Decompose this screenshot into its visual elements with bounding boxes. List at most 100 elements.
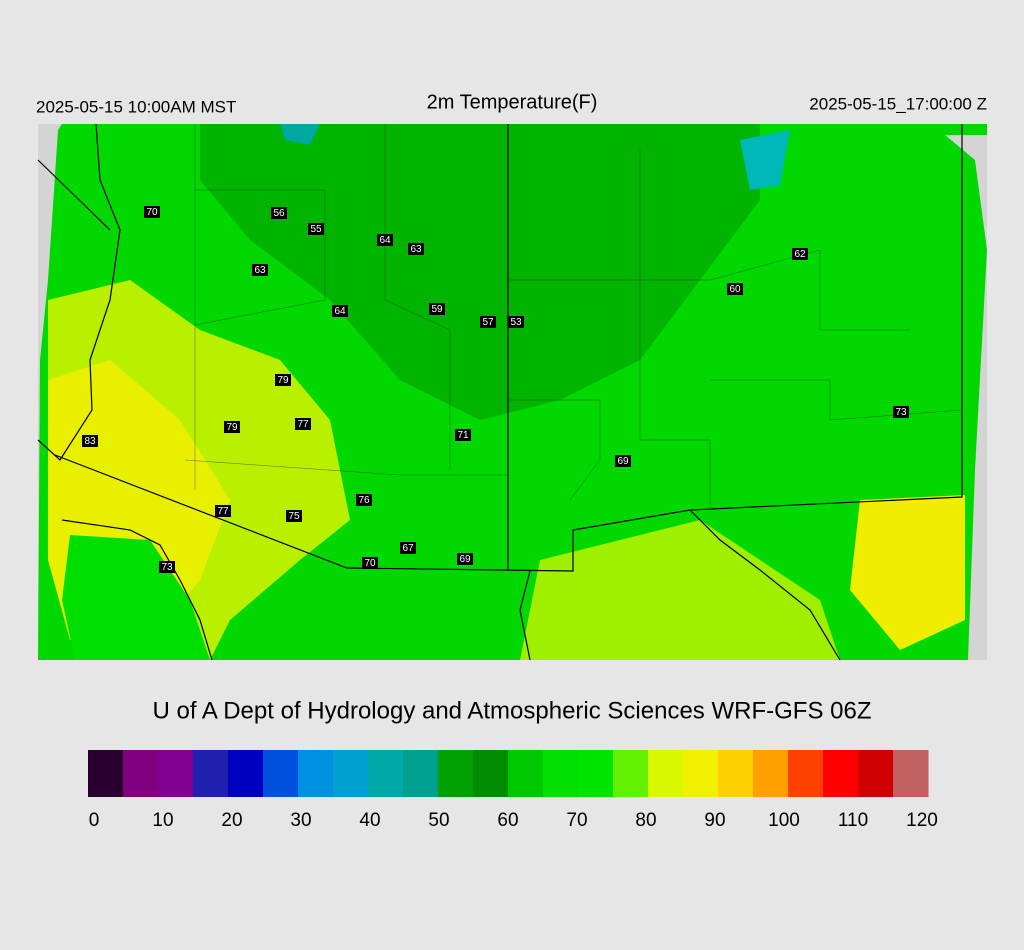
- colorbar-segment: [683, 750, 719, 797]
- state-border: [37, 123, 121, 461]
- station-box: [271, 207, 287, 219]
- county-line: [194, 189, 326, 326]
- colorbar-segment: [648, 750, 684, 797]
- station-box: [82, 435, 98, 447]
- station-value: 62: [794, 249, 806, 260]
- cold-spot: [280, 124, 320, 145]
- station-box: [159, 561, 175, 573]
- station-value: 73: [895, 407, 907, 418]
- station-box: [252, 264, 268, 276]
- station-value: 69: [617, 456, 629, 467]
- station-value: 70: [364, 558, 376, 569]
- state-border: [37, 159, 111, 231]
- station-box: [615, 455, 631, 467]
- colorbar-segment: [718, 750, 754, 797]
- station-value: 83: [84, 436, 96, 447]
- station-box: [480, 316, 496, 328]
- colorbar-segment: [543, 750, 579, 797]
- station-value: 77: [217, 506, 229, 517]
- colorbar-segment: [473, 750, 509, 797]
- colorbar-segment: [403, 750, 439, 797]
- station-box: [308, 223, 324, 235]
- station-box: [792, 248, 808, 260]
- station-value: 73: [161, 562, 173, 573]
- station-value: 57: [482, 317, 494, 328]
- station-value: 64: [334, 306, 346, 317]
- county-line: [508, 399, 601, 501]
- colorbar-segment: [788, 750, 824, 797]
- river: [689, 509, 841, 661]
- station-labels: 70 56 55 64 63 63 64 59 57 53 62 60 79 79 77 71 83 69 73 76…: [82, 206, 909, 573]
- colorbar-tick-label: 80: [635, 810, 656, 831]
- station-box: [356, 494, 372, 506]
- colorbar-tick-label: 30: [290, 810, 311, 831]
- station-box: [893, 406, 909, 418]
- station-value: 70: [146, 207, 158, 218]
- colorbar-tick-label: 20: [221, 810, 242, 831]
- colorbar-tick-label: 90: [704, 810, 725, 831]
- station-value: 67: [402, 543, 414, 554]
- station-box: [295, 418, 311, 430]
- colorbar-segment: [613, 750, 649, 797]
- station-box: [400, 542, 416, 554]
- colorbar-segment: [858, 750, 894, 797]
- station-value: 75: [288, 511, 300, 522]
- river: [519, 570, 531, 661]
- colorbar-segment: [123, 750, 159, 797]
- station-box: [727, 283, 743, 295]
- station-value: 79: [226, 422, 238, 433]
- county-line: [184, 459, 508, 476]
- station-box: [144, 206, 160, 218]
- station-value: 63: [254, 265, 266, 276]
- colorbar-segment: [578, 750, 614, 797]
- valid-time: 2025-05-15_17:00:00 Z: [809, 94, 987, 113]
- station-value: 63: [410, 244, 422, 255]
- station-box: [455, 429, 471, 441]
- colorbar-segment: [368, 750, 404, 797]
- title: 2m Temperature(F): [427, 91, 598, 113]
- colorbar-segment: [333, 750, 369, 797]
- colorbar-segment: [438, 750, 474, 797]
- colorbar-tick-label: 40: [359, 810, 380, 831]
- station-box: [429, 303, 445, 315]
- station-value: 64: [379, 235, 391, 246]
- colorbar-tick-label: 50: [428, 810, 449, 831]
- station-box: [224, 421, 240, 433]
- station-box: [286, 510, 302, 522]
- county-line: [384, 124, 451, 470]
- colorbar-segment: [893, 750, 929, 797]
- colorbar-segment: [298, 750, 334, 797]
- hot-zone-east: [850, 495, 965, 650]
- station-value: 60: [729, 284, 741, 295]
- county-line: [639, 150, 711, 510]
- station-box: [332, 305, 348, 317]
- cool-zone: [200, 124, 760, 420]
- colorbar-segment: [88, 750, 124, 797]
- colorbar-segment: [263, 750, 299, 797]
- station-box: [457, 553, 473, 565]
- station-box: [215, 505, 231, 517]
- station-box: [275, 374, 291, 386]
- colorbar-tick-label: 110: [838, 810, 868, 831]
- colorbar-segment: [158, 750, 194, 797]
- colorbar-tick-label: 120: [906, 810, 938, 831]
- colorbar-tick-label: 70: [566, 810, 587, 831]
- station-value: 53: [510, 317, 522, 328]
- colorbar-tick-label: 0: [89, 810, 100, 831]
- colorbar-segment: [508, 750, 544, 797]
- colorbar-segment: [823, 750, 859, 797]
- station-value: 59: [431, 304, 443, 315]
- cold-spot: [740, 130, 790, 190]
- colorbar-tick-label: 100: [768, 810, 800, 831]
- station-value: 69: [459, 554, 471, 565]
- colorbar-segment: [228, 750, 264, 797]
- station-box: [377, 234, 393, 246]
- colorbar-tick-label: 10: [152, 810, 173, 831]
- station-value: 79: [277, 375, 289, 386]
- station-value: 77: [297, 419, 309, 430]
- map: [37, 123, 987, 661]
- colorbar-segment: [753, 750, 789, 797]
- station-value: 56: [273, 208, 285, 219]
- credit: U of A Dept of Hydrology and Atmospheric…: [153, 697, 872, 724]
